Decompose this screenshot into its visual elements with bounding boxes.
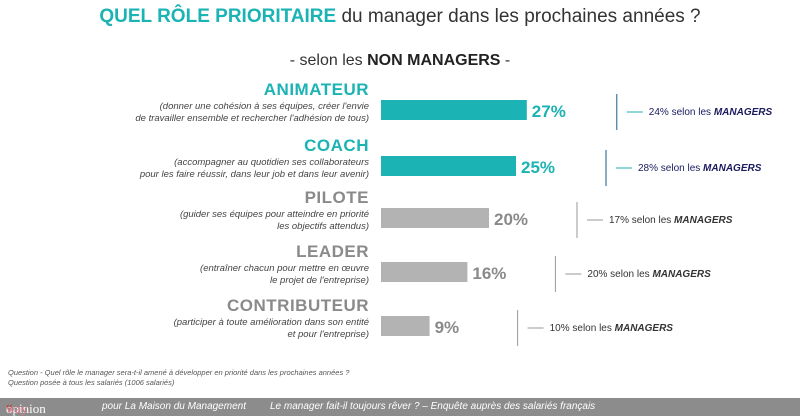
comparison-label: 28% selon les MANAGERS (638, 163, 762, 174)
subtitle-bold: NON MANAGERS (367, 52, 501, 69)
comparison-group: MANAGERS (652, 269, 711, 280)
bar-value-label: 20% (494, 210, 528, 229)
bar-value-label: 27% (532, 102, 566, 121)
category-description: les objectifs attendus) (277, 221, 369, 232)
comparison-value: 20% selon les (587, 269, 652, 280)
comparison-value: 10% selon les (550, 323, 615, 334)
chart-title: QUEL RÔLE PRIORITAIRE du manager dans le… (0, 6, 800, 28)
subtitle-suffix: - (500, 52, 511, 69)
category-description: (guider ses équipes pour atteindre en pr… (180, 209, 369, 220)
comparison-value: 28% selon les (638, 163, 703, 174)
category-description: (donner une cohésion à ses équipes, crée… (160, 101, 369, 112)
bar (381, 208, 489, 228)
category-description: de travailler ensemble et rechercher l'a… (135, 113, 369, 124)
comparison-group: MANAGERS (714, 107, 773, 118)
bar (381, 100, 527, 120)
footnote-base: Question posée à tous les salariés (1006… (8, 378, 175, 387)
category-description: le projet de l'entreprise) (270, 275, 369, 286)
bar (381, 156, 516, 176)
comparison-value: 17% selon les (609, 215, 674, 226)
bar (381, 316, 430, 336)
footer-study: Le manager fait-il toujours rêver ? – En… (270, 401, 596, 412)
title-rest: du manager dans les prochaines années ? (336, 6, 701, 27)
comparison-group: MANAGERS (615, 323, 674, 334)
bar-value-label: 25% (521, 158, 555, 177)
comparison-group: MANAGERS (703, 163, 762, 174)
bar-value-label: 9% (435, 318, 460, 337)
category-description: (entraîner chacun pour mettre en œuvre (200, 263, 369, 274)
category-description: pour les faire réussir, dans leur job et… (139, 169, 369, 180)
bar (381, 262, 468, 282)
category-label: COACH (304, 136, 369, 155)
comparison-value: 24% selon les (649, 107, 714, 118)
comparison-group: MANAGERS (674, 215, 733, 226)
footer-client: pour La Maison du Management (102, 401, 246, 412)
title-highlight: QUEL RÔLE PRIORITAIRE (99, 6, 337, 27)
subtitle-prefix: - selon les (289, 52, 368, 69)
comparison-label: 10% selon les MANAGERS (550, 323, 674, 334)
category-description: (accompagner au quotidien ses collaborat… (174, 157, 369, 168)
category-description: et pour l'entreprise) (287, 329, 369, 340)
chart-subtitle: - selon les NON MANAGERS - (0, 52, 800, 70)
category-description: (participer à toute amélioration dans so… (174, 317, 369, 328)
comparison-label: 24% selon les MANAGERS (649, 107, 773, 118)
category-label: PILOTE (305, 188, 369, 207)
comparison-label: 20% selon les MANAGERS (587, 269, 711, 280)
bar-value-label: 16% (472, 264, 506, 283)
comparison-label: 17% selon les MANAGERS (609, 215, 733, 226)
category-label: CONTRIBUTEUR (227, 296, 369, 315)
bar-chart: ANIMATEUR (donner une cohésion à ses équi… (135, 80, 773, 346)
footnote-question: Question - Quel rôle le manager sera-t-i… (8, 368, 350, 377)
footer-bar: “opinion way pour La Maison du Management… (0, 398, 800, 416)
category-label: LEADER (296, 242, 369, 261)
category-label: ANIMATEUR (264, 80, 369, 99)
